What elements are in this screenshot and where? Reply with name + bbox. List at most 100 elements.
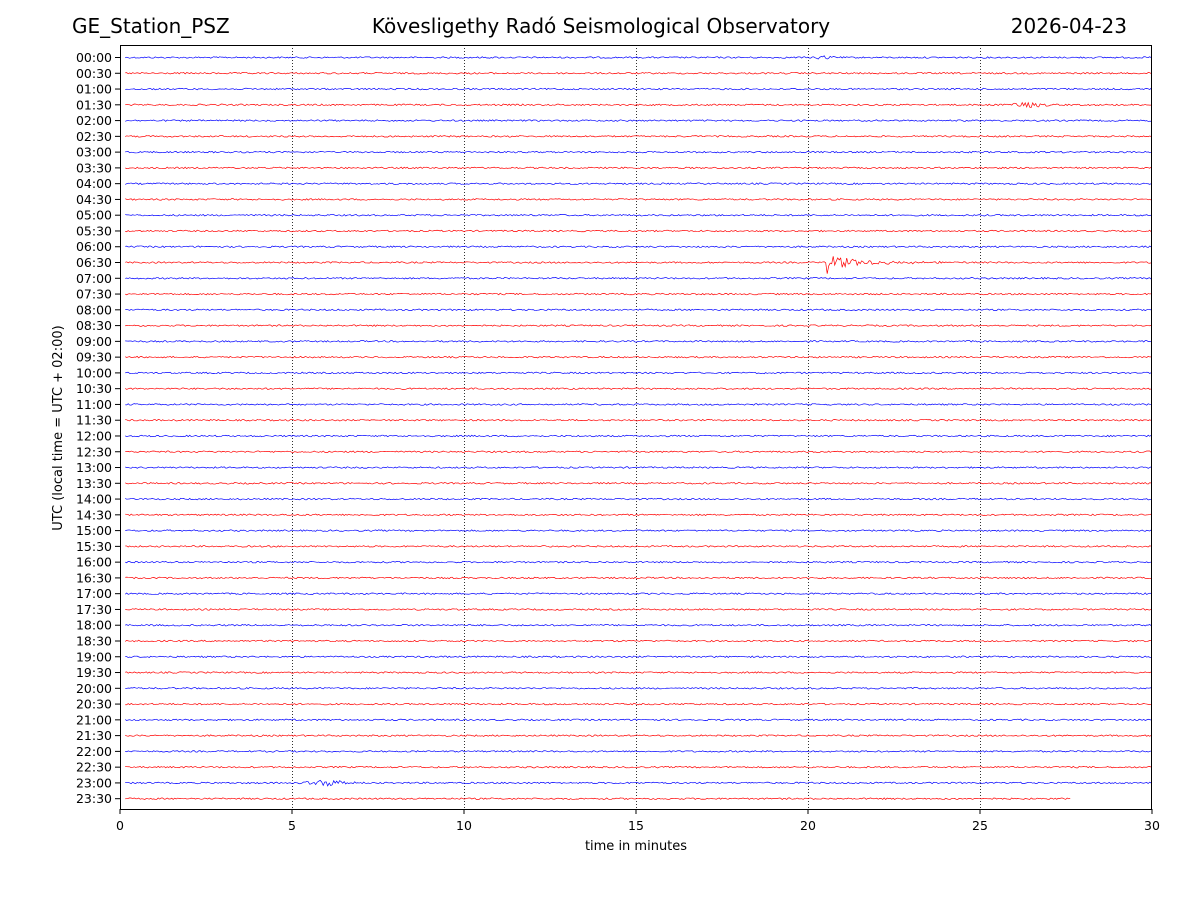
- trace-0500: [125, 213, 1152, 217]
- trace-2100: [125, 718, 1152, 722]
- trace-0800: [125, 308, 1152, 312]
- x-tick-label: 15: [628, 818, 644, 833]
- trace-0700: [125, 277, 1152, 280]
- trace-1900: [125, 655, 1152, 659]
- trace-1300: [125, 466, 1152, 469]
- trace-0900: [125, 340, 1152, 343]
- trace-2330: [125, 797, 1071, 800]
- trace-1530: [125, 545, 1152, 548]
- trace-0100: [125, 87, 1152, 91]
- y-tick-label: 23:00: [76, 775, 112, 790]
- trace-0830: [125, 324, 1152, 327]
- x-tick-label: 5: [288, 818, 296, 833]
- plot-frame: [120, 45, 1152, 810]
- trace-0300: [125, 150, 1152, 154]
- y-tick-label: 14:30: [76, 507, 112, 522]
- trace-0930: [125, 355, 1152, 359]
- y-tick-label: 03:00: [76, 145, 112, 160]
- y-tick-label: 06:30: [76, 255, 112, 270]
- station-title: GE_Station_PSZ: [72, 14, 230, 38]
- trace-1830: [124, 639, 1152, 643]
- y-tick-label: 11:30: [76, 413, 112, 428]
- trace-0000: [125, 55, 1152, 60]
- y-tick-label: 02:00: [76, 113, 112, 128]
- y-tick-label: 16:30: [76, 570, 112, 585]
- trace-0400: [125, 182, 1152, 185]
- trace-1130: [125, 418, 1152, 422]
- trace-2300: [125, 779, 1152, 787]
- trace-2200: [125, 750, 1152, 753]
- y-tick-label: 06:00: [76, 239, 112, 254]
- y-tick-label: 21:30: [76, 728, 112, 743]
- x-axis-label: time in minutes: [585, 839, 687, 854]
- trace-1000: [125, 371, 1152, 375]
- x-tick-label: 20: [800, 818, 816, 833]
- y-tick-label: 22:30: [76, 760, 112, 775]
- y-tick-label: 05:00: [76, 208, 112, 223]
- trace-2230: [125, 765, 1152, 769]
- trace-1730: [125, 608, 1152, 611]
- trace-1100: [125, 403, 1152, 406]
- y-tick-label: 01:30: [76, 97, 112, 112]
- trace-2130: [125, 734, 1152, 737]
- y-axis-ticks: 00:0000:3001:0001:3002:0002:3003:0003:30…: [76, 50, 120, 806]
- trace-0430: [125, 198, 1152, 201]
- trace-0630: [125, 256, 1152, 274]
- y-tick-label: 23:30: [76, 791, 112, 806]
- trace-0730: [125, 292, 1152, 296]
- trace-1930: [125, 671, 1152, 674]
- y-tick-label: 02:30: [76, 129, 112, 144]
- y-tick-label: 01:00: [76, 82, 112, 97]
- trace-1430: [125, 513, 1152, 517]
- y-tick-label: 17:30: [76, 602, 112, 617]
- x-tick-label: 25: [972, 818, 988, 833]
- trace-0130: [125, 101, 1152, 109]
- y-tick-label: 21:00: [76, 712, 112, 727]
- x-tick-label: 0: [116, 818, 124, 833]
- date-title: 2026-04-23: [1010, 14, 1127, 38]
- y-tick-label: 20:30: [76, 697, 112, 712]
- trace-1230: [125, 450, 1152, 453]
- trace-1500: [125, 529, 1152, 532]
- trace-2000: [125, 687, 1152, 690]
- y-tick-label: 04:30: [76, 192, 112, 207]
- y-tick-label: 08:30: [76, 318, 112, 333]
- trace-0530: [125, 229, 1152, 233]
- y-tick-label: 22:00: [76, 744, 112, 759]
- y-tick-label: 14:00: [76, 492, 112, 507]
- x-tick-label: 10: [456, 818, 472, 833]
- trace-1700: [124, 592, 1152, 595]
- trace-0200: [125, 119, 1152, 122]
- y-tick-label: 11:00: [76, 397, 112, 412]
- trace-0230: [125, 135, 1152, 138]
- trace-1600: [125, 560, 1152, 564]
- y-tick-label: 00:30: [76, 66, 112, 81]
- seismic-traces: [124, 55, 1152, 800]
- grid-lines: [292, 45, 981, 809]
- y-tick-label: 19:00: [76, 649, 112, 664]
- trace-0600: [125, 245, 1152, 248]
- y-tick-label: 13:30: [76, 476, 112, 491]
- trace-1200: [125, 434, 1152, 438]
- y-tick-label: 09:30: [76, 350, 112, 365]
- x-axis-ticks: 0 5 10 15 20 25 30: [116, 809, 1160, 833]
- y-tick-label: 00:00: [76, 50, 112, 65]
- trace-1330: [125, 482, 1152, 485]
- trace-1030: [125, 387, 1152, 390]
- y-tick-label: 04:00: [76, 176, 112, 191]
- y-tick-label: 12:30: [76, 444, 112, 459]
- trace-0330: [125, 166, 1152, 170]
- y-tick-label: 19:30: [76, 665, 112, 680]
- y-tick-label: 20:00: [76, 681, 112, 696]
- y-tick-label: 07:00: [76, 271, 112, 286]
- y-tick-label: 08:00: [76, 302, 112, 317]
- y-tick-label: 18:00: [76, 618, 112, 633]
- y-tick-label: 12:00: [76, 428, 112, 443]
- trace-1400: [125, 497, 1152, 501]
- y-tick-label: 13:00: [76, 460, 112, 475]
- trace-2030: [125, 702, 1152, 706]
- y-tick-label: 05:30: [76, 223, 112, 238]
- y-axis-label: UTC (local time = UTC + 02:00): [51, 325, 66, 530]
- trace-0030: [125, 72, 1152, 75]
